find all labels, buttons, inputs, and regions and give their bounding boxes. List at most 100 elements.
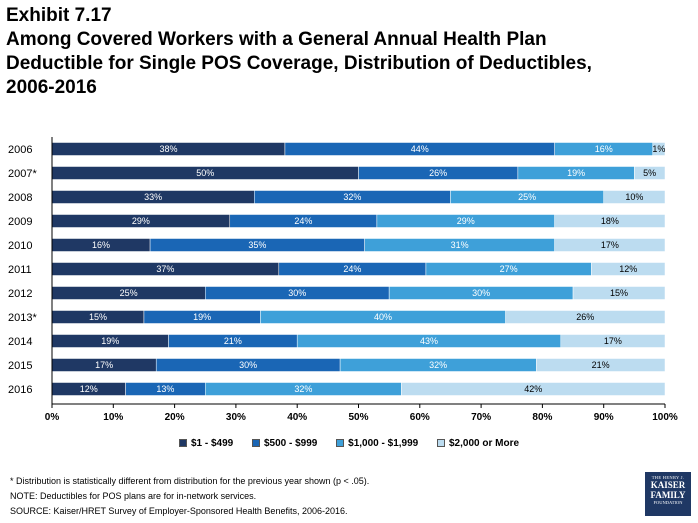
logo-line-2: KAISER (650, 480, 686, 490)
exhibit-label: Exhibit 7.17 (6, 5, 112, 26)
data-label: 15% (610, 288, 628, 298)
category-label: 2007* (8, 168, 37, 180)
legend-swatch-500-999 (251, 439, 260, 448)
kff-logo: THE HENRY J. KAISER FAMILY FOUNDATION (645, 472, 691, 516)
category-label: 2010 (8, 240, 32, 252)
legend-item-2000-plus: $2,000 or More (437, 438, 519, 449)
x-tick-label: 10% (103, 412, 123, 420)
data-label: 24% (343, 264, 361, 274)
chart-title-line-2: Deductible for Single POS Coverage, Dist… (6, 53, 592, 74)
data-label: 32% (429, 360, 447, 370)
data-label: 24% (294, 216, 312, 226)
category-label: 2015 (8, 360, 32, 372)
chart-title-line-1: Among Covered Workers with a General Ann… (6, 29, 547, 50)
data-label: 30% (472, 288, 490, 298)
x-tick-label: 50% (348, 412, 368, 420)
data-label: 50% (196, 168, 214, 178)
data-label: 29% (457, 216, 475, 226)
data-label: 43% (420, 336, 438, 346)
data-label: 38% (159, 144, 177, 154)
data-label: 31% (451, 240, 469, 250)
footnote: * Distribution is statistically differen… (10, 476, 370, 486)
legend-label-1-499: $1 - $499 (190, 438, 234, 449)
bar-segment (505, 310, 666, 324)
legend-swatch-1-499 (178, 439, 187, 448)
data-label: 29% (132, 216, 150, 226)
bar-segment (554, 238, 666, 252)
data-label: 26% (429, 168, 447, 178)
data-label: 12% (619, 264, 637, 274)
stacked-bar-chart: 2006 38% 44% 16% 1% 2007* 50% 26% 19% 5% 2008 33% 32… (8, 137, 678, 420)
legend-label-2000-plus: $2,000 or More (449, 438, 520, 449)
category-label: 2008 (8, 192, 32, 204)
data-label: 25% (120, 288, 138, 298)
source: SOURCE: Kaiser/HRET Survey of Employer-S… (10, 506, 348, 516)
note: NOTE: Deductibles for POS plans are for … (10, 491, 257, 501)
data-label: 35% (248, 240, 266, 250)
bar-segment (603, 190, 666, 204)
x-tick-label: 100% (652, 412, 678, 420)
x-tick-label: 20% (165, 412, 185, 420)
data-label: 37% (156, 264, 174, 274)
x-tick-label: 80% (532, 412, 552, 420)
data-label: 44% (411, 144, 429, 154)
legend-swatch-2000-plus (437, 439, 445, 448)
data-label: 33% (144, 192, 162, 202)
bar-segment (652, 142, 666, 156)
x-tick-label: 40% (287, 412, 307, 420)
data-label: 30% (288, 288, 306, 298)
data-label: 32% (294, 384, 312, 394)
data-label: 19% (101, 336, 119, 346)
data-label: 1% (652, 144, 665, 154)
category-label: 2012 (8, 288, 32, 300)
bar-segment (634, 166, 666, 180)
category-label: 2013* (8, 312, 37, 324)
data-label: 30% (239, 360, 257, 370)
category-label: 2014 (8, 336, 32, 348)
legend-item-1000-1999: $1,000 - $1,999 (336, 438, 418, 449)
title-block: Exhibit 7.17 Among Covered Workers with … (6, 4, 686, 100)
data-label: 17% (601, 240, 619, 250)
data-label: 17% (95, 360, 113, 370)
chart-legend: $1 - $499 $500 - $999 $1,000 - $1,999 $2… (0, 438, 698, 449)
x-tick-label: 30% (226, 412, 246, 420)
category-label: 2011 (8, 264, 32, 276)
chart-title-line-3: 2006-2016 (6, 77, 97, 98)
data-label: 25% (518, 192, 536, 202)
bar-segment (536, 358, 666, 372)
bar-segment (554, 214, 666, 228)
legend-swatch-1000-1999 (336, 439, 345, 448)
data-label: 26% (576, 312, 594, 322)
bar-segment (560, 334, 666, 348)
category-label: 2009 (8, 216, 32, 228)
data-label: 16% (595, 144, 613, 154)
category-label: 2006 (8, 144, 32, 156)
x-tick-label: 60% (410, 412, 430, 420)
x-tick-label: 0% (45, 412, 60, 420)
data-label: 10% (625, 192, 643, 202)
data-label: 19% (193, 312, 211, 322)
data-label: 19% (567, 168, 585, 178)
logo-line-3: FAMILY (650, 490, 686, 500)
data-label: 12% (80, 384, 98, 394)
legend-label-1000-1999: $1,000 - $1,999 (348, 438, 419, 449)
data-label: 13% (156, 384, 174, 394)
data-label: 27% (500, 264, 518, 274)
data-label: 40% (374, 312, 392, 322)
logo-line-4: FOUNDATION (653, 500, 683, 505)
data-label: 5% (643, 168, 656, 178)
data-label: 21% (224, 336, 242, 346)
x-tick-label: 70% (471, 412, 491, 420)
data-label: 16% (92, 240, 110, 250)
data-label: 32% (343, 192, 361, 202)
category-label: 2016 (8, 384, 32, 396)
logo-line-1: THE HENRY J. (651, 475, 685, 480)
bar-segment (591, 262, 666, 276)
bar-segment (572, 286, 666, 300)
notes-block: * Distribution is statistically differen… (10, 474, 369, 519)
legend-item-500-999: $500 - $999 (251, 438, 317, 449)
data-label: 15% (89, 312, 107, 322)
legend-item-1-499: $1 - $499 (178, 438, 234, 449)
data-label: 21% (592, 360, 610, 370)
bar-segment (401, 382, 666, 396)
